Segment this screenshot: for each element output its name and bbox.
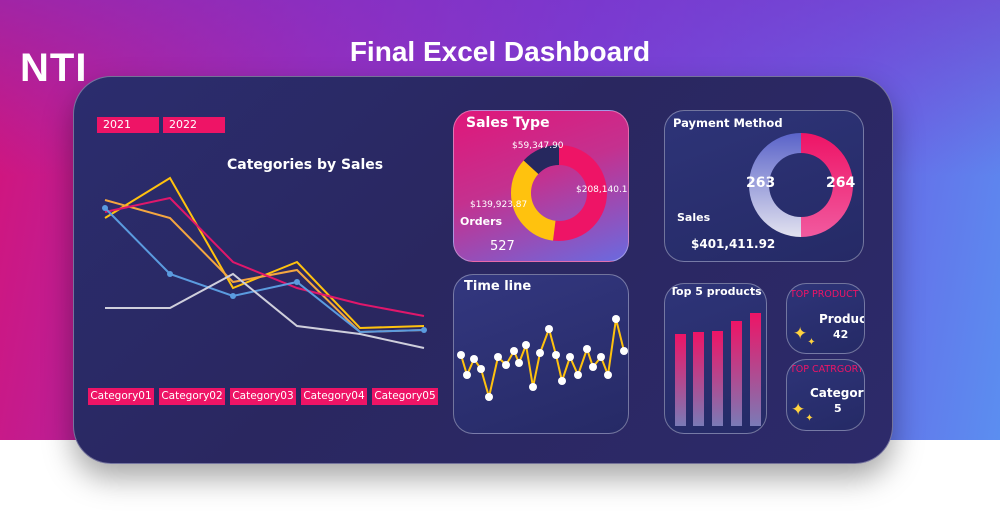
point bbox=[558, 377, 566, 385]
series-pink-line bbox=[104, 196, 425, 317]
point bbox=[494, 353, 502, 361]
point bbox=[421, 327, 427, 333]
top-product-title: TOP PRODUCT bbox=[790, 289, 859, 300]
point bbox=[566, 353, 574, 361]
top-product-label: Product bbox=[819, 312, 864, 326]
donut-segment-navy bbox=[511, 145, 607, 241]
categories-chart-title: Categories by Sales bbox=[227, 157, 384, 173]
point bbox=[552, 351, 560, 359]
point bbox=[545, 325, 553, 333]
bar bbox=[731, 321, 742, 426]
timeline-card: Time line bbox=[453, 274, 629, 434]
point bbox=[574, 371, 582, 379]
sales-type-card: Sales Type $59,347.90 $208,140.15 $139,9… bbox=[453, 110, 629, 262]
donut-segment-yellow bbox=[511, 145, 607, 241]
top-products-title: Top 5 products bbox=[670, 285, 762, 298]
bar bbox=[675, 334, 686, 426]
top-product-value: 42 bbox=[833, 328, 849, 341]
sales-type-donut bbox=[511, 145, 607, 241]
point bbox=[477, 365, 485, 373]
point bbox=[470, 355, 478, 363]
point bbox=[102, 205, 108, 211]
bar bbox=[750, 313, 761, 426]
category04-button[interactable]: Category04 bbox=[301, 388, 367, 405]
bar bbox=[693, 332, 704, 426]
series-white-line bbox=[105, 272, 425, 349]
sales-value: $401,411.92 bbox=[691, 237, 776, 251]
brand-logo: NTI bbox=[20, 46, 88, 90]
point bbox=[167, 271, 173, 277]
category05-button[interactable]: Category05 bbox=[372, 388, 438, 405]
point bbox=[620, 347, 628, 355]
series-yellow-line bbox=[104, 176, 425, 330]
categories-line-chart bbox=[102, 176, 427, 349]
payment-method-donut bbox=[749, 133, 853, 237]
timeline-title: Time line bbox=[464, 279, 532, 294]
year-2022-button[interactable]: 2022 bbox=[163, 117, 225, 133]
point bbox=[457, 351, 465, 359]
payment-left-value: 263 bbox=[746, 175, 776, 191]
page-title: Final Excel Dashboard bbox=[349, 36, 651, 67]
orders-value: 527 bbox=[490, 239, 515, 254]
top-category-card: TOP CATRGORY Category 5 ✦✦ bbox=[786, 359, 865, 431]
year-2021-button[interactable]: 2021 bbox=[97, 117, 159, 133]
point bbox=[485, 393, 493, 401]
bar bbox=[712, 331, 723, 426]
point bbox=[597, 353, 605, 361]
sales-type-value-2: $208,140.15 bbox=[576, 185, 629, 195]
point bbox=[230, 293, 236, 299]
point bbox=[294, 279, 300, 285]
payment-method-card: Payment Method 263 264 Sales $401,411.92 bbox=[664, 110, 864, 262]
timeline-chart bbox=[457, 315, 628, 401]
donut-segment-right bbox=[801, 133, 853, 237]
sales-type-value-1: $59,347.90 bbox=[512, 141, 564, 151]
point bbox=[604, 371, 612, 379]
point bbox=[612, 315, 620, 323]
payment-method-title: Payment Method bbox=[673, 116, 783, 130]
point bbox=[536, 349, 544, 357]
top-products-card: Top 5 products bbox=[664, 283, 767, 434]
top-category-title: TOP CATRGORY bbox=[790, 364, 864, 375]
top-products-bar-chart bbox=[675, 313, 761, 426]
category03-button[interactable]: Category03 bbox=[230, 388, 296, 405]
sales-type-value-3: $139,923.87 bbox=[470, 200, 528, 210]
series-orange-line bbox=[104, 199, 425, 334]
point bbox=[589, 363, 597, 371]
category02-button[interactable]: Category02 bbox=[159, 388, 225, 405]
sparkle-icon: ✦✦ bbox=[791, 400, 814, 424]
top-category-label: Category bbox=[810, 386, 864, 400]
sales-type-title: Sales Type bbox=[466, 115, 550, 131]
point bbox=[515, 359, 523, 367]
timeline-points bbox=[457, 315, 628, 401]
payment-right-value: 264 bbox=[826, 175, 856, 191]
point bbox=[502, 361, 510, 369]
sales-label: Sales bbox=[677, 211, 711, 224]
point bbox=[463, 371, 471, 379]
top-category-value: 5 bbox=[834, 402, 842, 415]
point bbox=[529, 383, 537, 391]
orders-label: Orders bbox=[460, 215, 503, 228]
series-blue-line bbox=[104, 207, 425, 334]
point bbox=[510, 347, 518, 355]
top-product-card: TOP PRODUCT Product 42 ✦✦ bbox=[786, 283, 865, 354]
donut-segment-left bbox=[749, 133, 801, 237]
category01-button[interactable]: Category01 bbox=[88, 388, 154, 405]
sparkle-icon: ✦✦ bbox=[793, 324, 816, 348]
point bbox=[583, 345, 591, 353]
point bbox=[522, 341, 530, 349]
